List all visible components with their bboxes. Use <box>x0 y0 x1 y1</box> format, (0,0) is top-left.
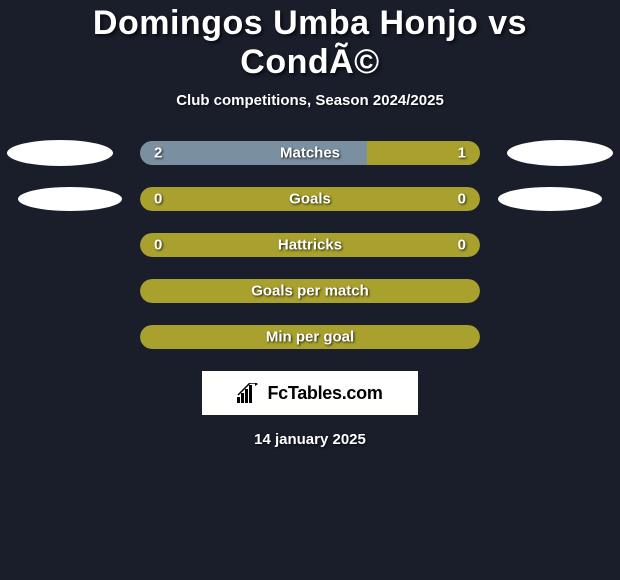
stat-right-value: 1 <box>458 145 466 162</box>
stat-left-value: 0 <box>154 191 162 208</box>
stat-rows: 21Matches00Goals00HattricksGoals per mat… <box>0 141 620 349</box>
stat-row: Min per goal <box>0 325 620 349</box>
right-ellipse-icon <box>498 187 602 211</box>
bar-background <box>140 187 480 211</box>
stat-row: 00Hattricks <box>0 233 620 257</box>
stat-right-value: 0 <box>458 237 466 254</box>
stat-bar: 00Hattricks <box>140 233 480 257</box>
page-subtitle: Club competitions, Season 2024/2025 <box>0 92 620 109</box>
stat-right-value: 0 <box>458 191 466 208</box>
right-ellipse-icon <box>507 140 613 166</box>
stat-left-value: 2 <box>154 145 162 162</box>
bar-background <box>140 233 480 257</box>
bar-left-fill <box>140 141 367 165</box>
stat-row: 00Goals <box>0 187 620 211</box>
logo-text: FcTables.com <box>267 383 382 404</box>
stat-row: 21Matches <box>0 141 620 165</box>
stat-bar: Min per goal <box>140 325 480 349</box>
page-title: Domingos Umba Honjo vs CondÃ© <box>0 4 620 82</box>
stat-row: Goals per match <box>0 279 620 303</box>
comparison-card: Domingos Umba Honjo vs CondÃ© Club compe… <box>0 0 620 448</box>
left-ellipse-icon <box>7 140 113 166</box>
logo-box[interactable]: FcTables.com <box>202 371 418 415</box>
stat-bar: 00Goals <box>140 187 480 211</box>
date-label: 14 january 2025 <box>0 431 620 448</box>
stat-left-value: 0 <box>154 237 162 254</box>
stat-bar: 21Matches <box>140 141 480 165</box>
bar-chart-icon <box>237 383 261 403</box>
stat-bar: Goals per match <box>140 279 480 303</box>
bar-background <box>140 279 480 303</box>
bar-background <box>140 325 480 349</box>
left-ellipse-icon <box>18 187 122 211</box>
